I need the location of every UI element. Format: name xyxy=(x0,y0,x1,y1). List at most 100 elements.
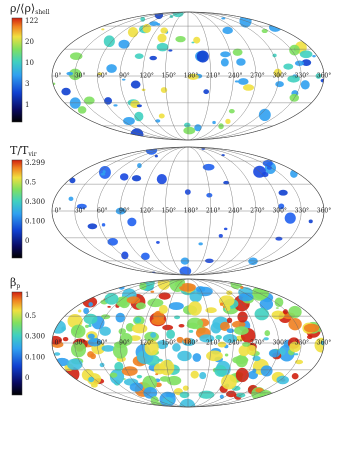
blob xyxy=(131,175,142,182)
blob xyxy=(233,326,249,335)
blob xyxy=(137,163,142,169)
blob xyxy=(88,376,95,383)
longitude-label: 0° xyxy=(55,208,62,215)
blob xyxy=(121,251,129,260)
longitude-label: 240° xyxy=(228,208,242,215)
map-blobs xyxy=(68,147,313,275)
blob xyxy=(247,370,259,380)
colorbar-tick-label: 3 xyxy=(25,80,29,88)
blob xyxy=(226,390,237,398)
blob xyxy=(271,310,285,320)
blob xyxy=(303,323,320,333)
blob xyxy=(114,361,124,372)
blob xyxy=(187,73,199,80)
blob xyxy=(178,324,185,328)
colorbar-tick-label: 122 xyxy=(25,17,38,25)
blob xyxy=(199,372,207,380)
blob xyxy=(176,336,184,343)
blob xyxy=(276,375,289,385)
blob xyxy=(289,44,300,56)
longitude-label: 150° xyxy=(162,208,176,215)
blob xyxy=(156,173,167,185)
blob xyxy=(99,326,111,336)
blob xyxy=(179,398,196,407)
blob xyxy=(288,318,302,331)
blob xyxy=(168,302,184,311)
longitude-label: 120° xyxy=(139,340,153,347)
blob xyxy=(113,104,118,107)
blob xyxy=(101,28,105,31)
longitude-label: 270° xyxy=(250,340,264,347)
blob xyxy=(312,54,316,58)
blob xyxy=(218,123,224,130)
map-blobs xyxy=(52,12,324,140)
longitude-label: 90° xyxy=(119,73,130,80)
longitude-label: 210° xyxy=(206,340,220,347)
blob xyxy=(238,345,250,357)
blob xyxy=(166,329,176,340)
blob xyxy=(100,314,111,320)
blob xyxy=(150,396,159,406)
longitude-label: 120° xyxy=(139,73,153,80)
blob xyxy=(68,196,74,202)
blob xyxy=(284,212,296,224)
blob xyxy=(268,22,282,32)
blob xyxy=(274,297,284,307)
longitude-label: 180° xyxy=(184,208,198,215)
blob xyxy=(226,317,233,324)
blob xyxy=(186,317,204,330)
blob xyxy=(314,337,324,353)
blob xyxy=(116,296,128,307)
colorbar-title: T/Tvir xyxy=(10,144,37,158)
blob xyxy=(155,373,159,376)
colorbar-tick-label: 0 xyxy=(25,237,29,245)
longitude-label: 30° xyxy=(75,73,86,80)
blob xyxy=(156,241,160,244)
longitude-label: 180° xyxy=(184,73,198,80)
blob xyxy=(219,302,224,306)
blob xyxy=(77,106,87,114)
map-blobs xyxy=(52,279,324,407)
blob xyxy=(220,58,229,67)
blob xyxy=(214,365,227,377)
colorbar-tick-label: 1 xyxy=(25,101,29,109)
blob xyxy=(151,318,166,326)
blob xyxy=(87,333,95,339)
blob xyxy=(188,329,194,333)
blob xyxy=(97,72,103,76)
longitude-label: 60° xyxy=(97,208,108,215)
blob xyxy=(157,33,167,43)
blob xyxy=(166,375,182,386)
blob xyxy=(174,315,181,320)
colorbar-title-main: T/T xyxy=(10,144,29,157)
blob xyxy=(275,236,283,241)
blob xyxy=(262,160,273,167)
blob xyxy=(308,219,313,224)
blob xyxy=(226,328,235,334)
blob xyxy=(142,375,158,391)
blob xyxy=(130,80,141,89)
blob xyxy=(69,177,76,184)
blob xyxy=(123,116,135,126)
colorbar-tick-label: 3.299 xyxy=(25,159,45,167)
blob xyxy=(221,17,226,20)
longitude-label: 150° xyxy=(162,340,176,347)
blob xyxy=(83,96,95,105)
blob xyxy=(142,23,152,34)
map-outline xyxy=(51,11,325,141)
blob xyxy=(78,309,82,313)
colorbar-tick-label: 0.100 xyxy=(25,353,45,361)
blob xyxy=(190,370,199,379)
colorbar-title-sub: p xyxy=(16,283,20,290)
blob xyxy=(135,302,146,310)
longitude-label: 360° xyxy=(317,208,331,215)
blob xyxy=(222,26,233,35)
blob xyxy=(238,78,249,85)
blob xyxy=(198,242,203,246)
blob xyxy=(242,84,255,91)
blob xyxy=(52,320,66,334)
longitude-label: 120° xyxy=(139,208,153,215)
